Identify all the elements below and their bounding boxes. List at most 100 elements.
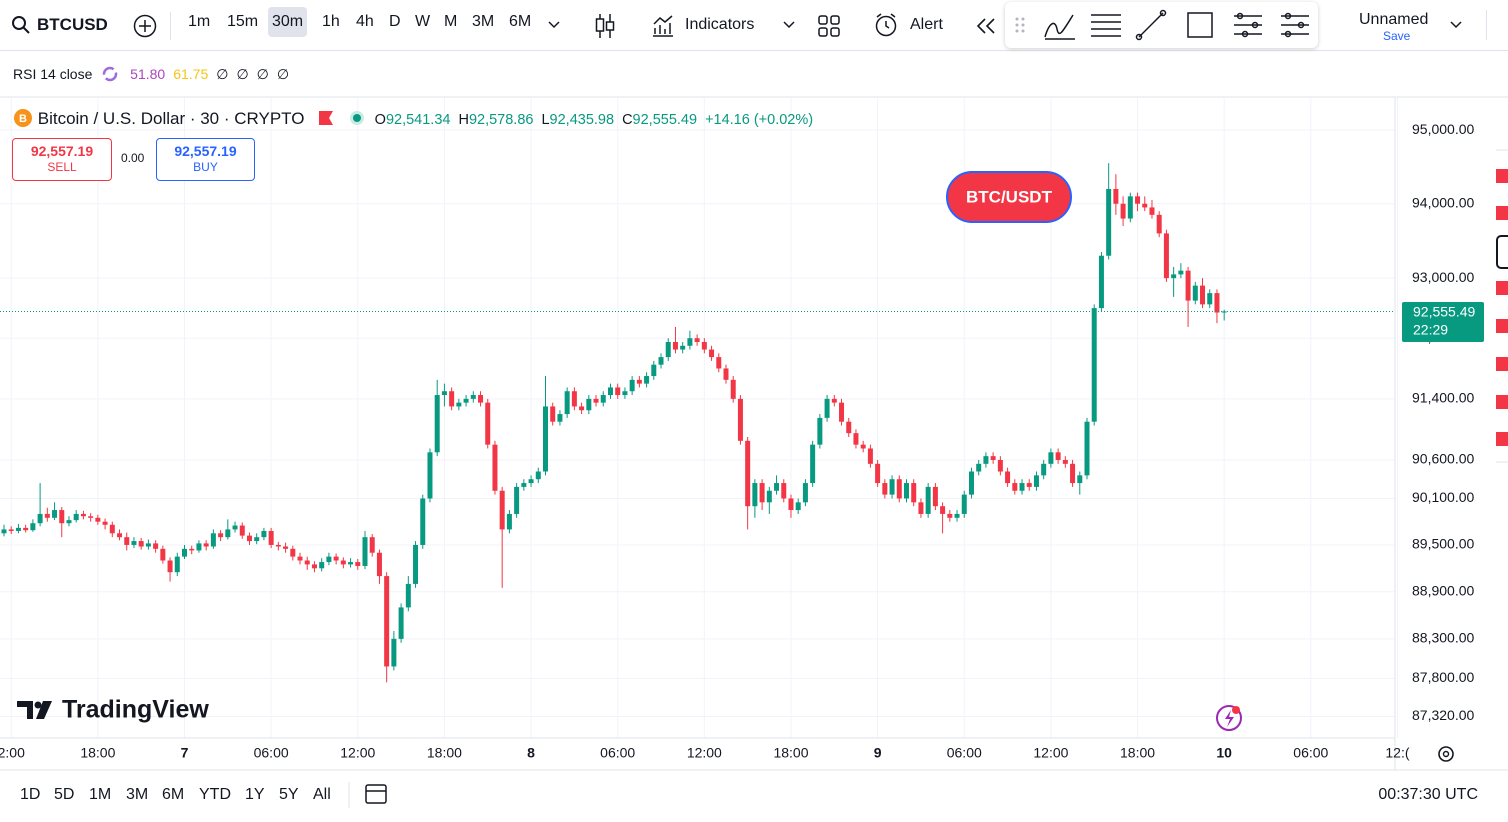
replay-icon[interactable]	[975, 17, 997, 35]
candle-body	[1048, 452, 1054, 464]
range-button[interactable]: 1D	[20, 786, 41, 803]
symbol-title[interactable]: Bitcoin / U.S. Dollar · 30 · CRYPTO	[37, 109, 305, 128]
candle-body	[391, 638, 397, 667]
alert-icon[interactable]	[1216, 705, 1242, 731]
spread: 0.00	[121, 151, 145, 165]
candle-body	[239, 525, 245, 536]
candle-body	[665, 341, 671, 358]
interval-button[interactable]: D	[389, 13, 401, 30]
candle-body	[1214, 293, 1220, 313]
search-icon[interactable]	[12, 16, 30, 34]
candle-body	[492, 444, 498, 491]
candle-body	[326, 556, 332, 563]
save-button[interactable]: Save	[1383, 29, 1411, 43]
range-button[interactable]: YTD	[199, 786, 231, 803]
ohlc-value: 92,541.34	[385, 112, 451, 128]
interval-button[interactable]: 6M	[509, 13, 532, 30]
layout-dropdown[interactable]	[1450, 20, 1462, 30]
candle-body	[261, 530, 267, 538]
candle-body	[1041, 463, 1047, 476]
chart-type-icon[interactable]	[594, 12, 616, 40]
interval-button[interactable]: 1h	[322, 13, 340, 30]
candle-body	[196, 543, 202, 551]
candle-body	[1, 529, 7, 534]
candle-body	[1098, 255, 1104, 309]
candle-body	[853, 433, 859, 445]
candle-body	[954, 513, 960, 518]
candle-body	[73, 513, 79, 521]
candle-body	[882, 483, 888, 495]
candle-body	[218, 533, 224, 538]
clock[interactable]: 00:37:30 UTC	[1378, 786, 1478, 803]
interval-button[interactable]: 3M	[472, 13, 495, 30]
ohlc-value: 92,578.86	[468, 112, 534, 128]
interval-button[interactable]: W	[415, 13, 431, 30]
buy-label: BUY	[193, 160, 218, 174]
settings-icon[interactable]	[1438, 746, 1454, 762]
candle-body	[759, 483, 765, 503]
candle-body	[145, 543, 151, 547]
candle-body	[687, 338, 693, 346]
interval-button[interactable]: 1m	[188, 13, 211, 30]
indicators-button[interactable]: Indicators	[685, 16, 755, 33]
candle-body	[44, 513, 50, 518]
candle-body	[1062, 459, 1068, 464]
ohlc-values: O92,541.34 H92,578.86 L92,435.98 C92,555.49…	[375, 112, 813, 128]
sell-price: 92,557.19	[30, 143, 94, 159]
range-button[interactable]: 6M	[162, 786, 185, 803]
candle-body	[333, 556, 339, 561]
indicator-name[interactable]: RSI 14 close	[13, 66, 93, 82]
annotation-bubble[interactable]	[946, 171, 1072, 223]
ohlc-key: O	[374, 112, 386, 128]
candle-body	[478, 395, 484, 403]
goto-date-icon[interactable]	[365, 784, 387, 804]
candle-body	[376, 552, 382, 577]
alert-clock-icon[interactable]	[874, 13, 900, 39]
range-button[interactable]: 1Y	[245, 786, 265, 803]
range-button[interactable]: 5D	[54, 786, 75, 803]
candle-body	[384, 576, 390, 667]
candle-body	[1127, 196, 1133, 219]
candle-body	[210, 533, 216, 547]
sell-label: SELL	[47, 160, 77, 174]
range-button[interactable]: 3M	[126, 786, 149, 803]
indicators-icon[interactable]	[651, 14, 675, 38]
candle-body	[319, 562, 325, 569]
interval-button[interactable]: 30m	[268, 7, 308, 37]
annotation-text: BTC/USDT	[966, 187, 1053, 206]
candle-body	[290, 548, 296, 557]
templates-icon[interactable]	[818, 15, 840, 37]
interval-dropdown[interactable]	[548, 20, 560, 30]
candle-body	[925, 486, 931, 514]
buy-button[interactable]: 92,557.19 BUY	[156, 138, 255, 181]
compare-icon[interactable]	[133, 14, 157, 38]
candle-body	[1156, 214, 1162, 234]
indicator-value: ∅	[236, 66, 249, 82]
interval-button[interactable]: M	[444, 13, 458, 30]
candle-body	[607, 387, 613, 396]
separator	[1486, 10, 1487, 40]
range-button[interactable]: 5Y	[279, 786, 299, 803]
interval-button[interactable]: 4h	[356, 13, 374, 30]
candle-body	[1163, 233, 1169, 279]
candle-body	[737, 398, 743, 441]
alert-button[interactable]: Alert	[910, 16, 943, 33]
candle-body	[615, 387, 621, 396]
candle-body	[355, 562, 361, 566]
candle-body	[932, 486, 938, 507]
symbol[interactable]: BTCUSD	[37, 15, 108, 34]
sell-button[interactable]: 92,557.19 SELL	[12, 138, 112, 181]
range-button[interactable]: All	[313, 786, 331, 803]
candle-body	[8, 529, 14, 531]
candle-body	[398, 607, 404, 639]
layout-name[interactable]: Unnamed	[1359, 11, 1429, 28]
x-tick-label: 12:00	[340, 745, 375, 761]
separator	[170, 12, 171, 40]
interval-button[interactable]: 15m	[227, 13, 259, 30]
buy-price: 92,557.19	[174, 143, 237, 159]
candle-body	[781, 483, 787, 499]
candle-body	[990, 456, 996, 460]
x-tick-label: 06:00	[254, 745, 289, 761]
range-button[interactable]: 1M	[89, 786, 112, 803]
indicators-dropdown[interactable]	[783, 20, 795, 30]
